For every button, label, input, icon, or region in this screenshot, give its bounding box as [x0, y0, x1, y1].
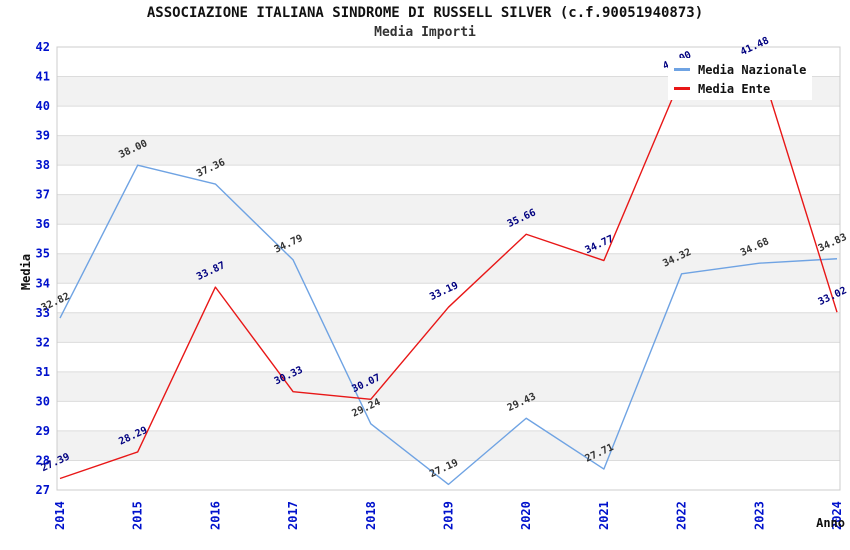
- x-tick-2020: 2020: [519, 501, 533, 530]
- y-tick-28: 28: [36, 453, 50, 467]
- band-31: [57, 371, 840, 402]
- x-tick-2021: 2021: [597, 501, 611, 530]
- y-tick-41: 41: [36, 70, 50, 84]
- x-tick-2023: 2023: [752, 501, 766, 530]
- y-tick-37: 37: [36, 188, 50, 202]
- chart-title: ASSOCIAZIONE ITALIANA SINDROME DI RUSSEL…: [146, 5, 704, 21]
- band-33: [57, 312, 840, 343]
- plot-border: [56, 46, 841, 491]
- legend: Media Nazionale Media Ente: [668, 58, 812, 100]
- legend-item-media-ente: Media Ente: [674, 82, 806, 96]
- legend-item-media-nazionale: Media Nazionale: [674, 63, 806, 77]
- x-tick-2019: 2019: [442, 501, 456, 530]
- y-tick-27: 27: [36, 483, 50, 497]
- y-tick-39: 39: [36, 129, 50, 143]
- point-label-media-nazionale-2014: 32.82: [40, 291, 72, 314]
- y-tick-29: 29: [36, 424, 50, 438]
- x-tick-2016: 2016: [208, 501, 222, 530]
- y-tick-35: 35: [36, 247, 50, 261]
- band-35: [57, 253, 840, 284]
- y-tick-34: 34: [36, 276, 50, 290]
- nazionale-line-swatch-icon: [674, 68, 690, 71]
- ente-line-swatch-icon: [674, 87, 690, 90]
- x-tick-2018: 2018: [364, 501, 378, 530]
- x-tick-2015: 2015: [131, 501, 145, 530]
- y-tick-33: 33: [36, 306, 50, 320]
- y-tick-38: 38: [36, 158, 50, 172]
- chart-subtitle: Media Importi: [374, 25, 476, 40]
- point-label-media-nazionale-2017: 34.79: [273, 233, 305, 256]
- y-tick-32: 32: [36, 335, 50, 349]
- band-39: [57, 135, 840, 166]
- point-label-media-nazionale-2024: 34.83: [817, 232, 849, 255]
- band-29: [57, 430, 840, 461]
- y-tick-40: 40: [36, 99, 50, 113]
- point-label-media-ente-2023: 41.48: [739, 35, 771, 58]
- point-label-media-ente-2024: 33.02: [817, 285, 849, 308]
- x-tick-2022: 2022: [675, 501, 689, 530]
- x-tick-2024: 2024: [830, 501, 844, 530]
- x-tick-2017: 2017: [286, 501, 300, 530]
- x-axis-title: Anno: [816, 516, 845, 530]
- band-37: [57, 194, 840, 225]
- media-nazionale-line: [59, 164, 838, 486]
- legend-label-nazionale: Media Nazionale: [698, 62, 807, 77]
- x-tick-2014: 2014: [53, 501, 67, 530]
- y-axis-title: Media: [19, 254, 33, 290]
- point-label-media-ente-2021: 34.77: [584, 234, 616, 257]
- legend-label-ente: Media Ente: [698, 81, 771, 96]
- y-tick-31: 31: [36, 365, 50, 379]
- y-tick-30: 30: [36, 394, 50, 408]
- y-tick-42: 42: [36, 40, 50, 54]
- y-tick-36: 36: [36, 217, 50, 231]
